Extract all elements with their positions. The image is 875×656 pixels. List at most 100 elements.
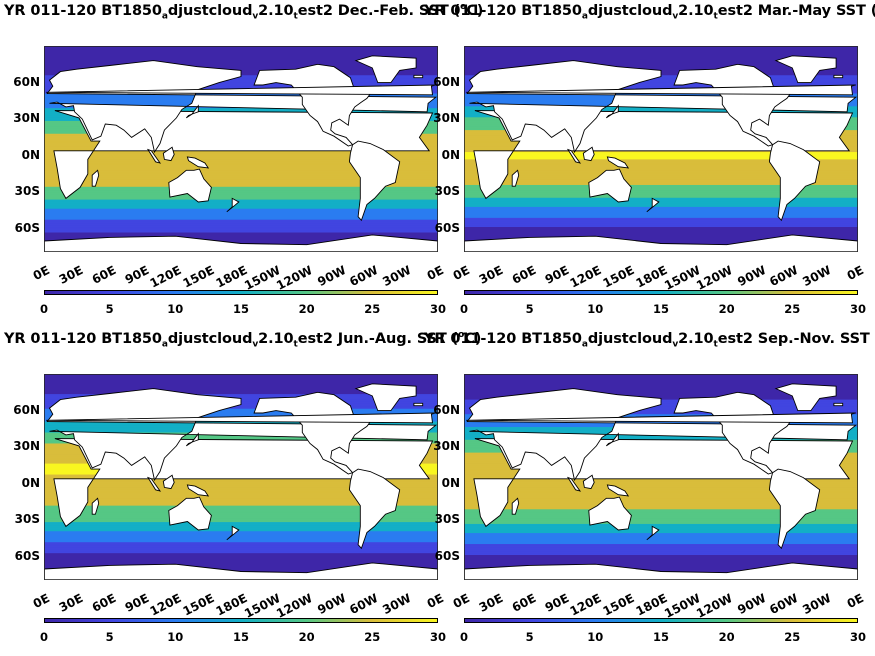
title-sub: a [581, 11, 588, 22]
sst-band [44, 192, 438, 195]
sst-band [44, 195, 438, 199]
lon-tick-label: 30E [476, 591, 506, 615]
sst-band [44, 163, 438, 166]
sst-band [44, 374, 438, 377]
sst-band [44, 221, 438, 224]
colorbar-tick-label: 30 [849, 630, 867, 644]
sst-band [464, 485, 858, 488]
sst-band [44, 84, 438, 87]
sst-band [464, 161, 858, 164]
panel-djf: YR 011-120 BT1850adjustcloudv2.10test2 D… [0, 0, 483, 328]
sst-band [44, 381, 438, 384]
sst-band [44, 86, 438, 89]
sst-band [44, 232, 438, 235]
sst-band [464, 51, 858, 54]
lon-tick-label: 60E [89, 263, 119, 287]
sst-band [464, 201, 858, 204]
sst-band [464, 210, 858, 213]
sst-band [44, 567, 438, 571]
sst-band [464, 523, 858, 527]
land-mass [44, 562, 438, 580]
lon-tick-label: 120W [274, 591, 316, 621]
sst-band [44, 184, 438, 188]
panel-title: YR 011-120 BT1850adjustcloudv2.10test2 S… [424, 330, 875, 350]
colorbar-tick-label: 20 [298, 302, 315, 316]
colorbar-tick-label: 0 [459, 630, 469, 644]
sst-band [464, 203, 858, 206]
sst-band [464, 534, 858, 538]
land-mass [673, 63, 794, 147]
sst-band [44, 388, 438, 392]
land-mass [466, 412, 856, 424]
lon-tick-label: 150E [180, 591, 217, 619]
sst-band [44, 538, 438, 541]
sst-band [44, 175, 438, 179]
sst-band [464, 381, 858, 384]
sst-band [464, 414, 858, 417]
sst-band [464, 498, 858, 501]
sst-band [464, 505, 858, 509]
sst-band [464, 77, 858, 80]
colorbar-tick-label: 25 [784, 630, 801, 644]
sst-band [44, 181, 438, 184]
land-mass [466, 84, 856, 96]
sst-band [464, 80, 858, 84]
sst-band [44, 190, 438, 193]
title-sub: v [252, 339, 259, 350]
sst-band [44, 173, 438, 177]
sst-band [44, 205, 438, 208]
sst-band [44, 170, 438, 173]
colorbar-tick-label: 10 [587, 302, 604, 316]
sst-band [464, 236, 858, 239]
sst-band [44, 377, 438, 381]
sst-band [464, 549, 858, 552]
sst-band [464, 512, 858, 516]
title-sub: t [713, 11, 718, 22]
sst-band [464, 166, 858, 170]
land-mass [348, 140, 401, 222]
title-text: est2 Jun.-Aug. SST ( [297, 330, 459, 347]
land-mass [588, 496, 632, 531]
sst-band [44, 77, 438, 80]
sst-band [464, 540, 858, 543]
colorbar-tick-label: 15 [232, 630, 250, 644]
lon-tick-label: 0E [31, 591, 53, 611]
sst-band [44, 228, 438, 232]
sst-band [44, 421, 438, 424]
sst-band [464, 406, 858, 410]
lon-tick-label: 0E [31, 263, 53, 283]
land-mass [466, 60, 858, 154]
sst-band [464, 410, 858, 413]
title-text: djustcloud [167, 2, 253, 19]
land-mass [46, 412, 436, 424]
sst-band [44, 394, 438, 397]
sst-band [464, 388, 858, 392]
sst-band [464, 394, 858, 397]
sst-band [44, 560, 438, 563]
sst-band [464, 494, 858, 498]
lon-tick-label: 0E [451, 263, 473, 283]
title-text: C) [464, 330, 482, 347]
sst-band [464, 197, 858, 201]
sst-map [464, 374, 858, 580]
sst-band [464, 64, 858, 67]
sst-band [464, 47, 858, 51]
sst-band [44, 236, 438, 239]
land-mass [605, 432, 619, 447]
sst-band [464, 227, 858, 230]
land-mass [605, 104, 619, 119]
sst-band [464, 53, 858, 56]
title-sub: v [672, 11, 679, 22]
land-mass [511, 497, 520, 515]
land-mass [146, 476, 162, 492]
sst-band [44, 177, 438, 181]
sst-band [44, 384, 438, 388]
sst-band [464, 153, 858, 157]
lon-tick-label: 90W [314, 263, 348, 290]
lat-tick-label: 60S [14, 548, 40, 563]
sst-band [464, 437, 858, 441]
colorbar-tick-label: 30 [429, 302, 447, 316]
sst-band [44, 168, 438, 171]
lat-tick-label: 0N [21, 475, 40, 490]
land-mass [91, 497, 100, 515]
